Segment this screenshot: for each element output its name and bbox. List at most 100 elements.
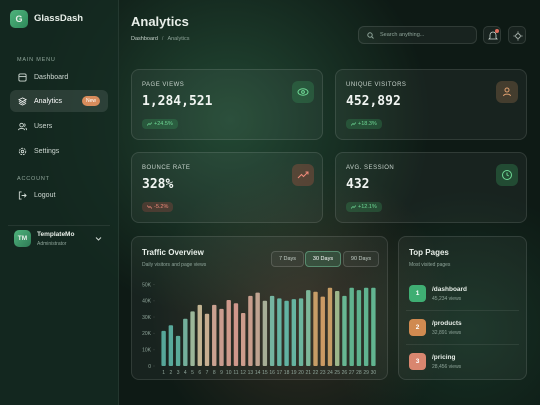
bar [284, 300, 289, 366]
page-path: /dashboard [432, 286, 468, 293]
nav-item[interactable]: Users [10, 115, 108, 137]
bar [219, 308, 224, 366]
bell [488, 29, 499, 40]
nav-label: Logout [34, 191, 56, 199]
crumb-separator: / [161, 36, 164, 42]
stat-icon [496, 164, 518, 186]
bar [161, 330, 166, 366]
bar [233, 303, 239, 366]
bar [269, 295, 275, 366]
icon [18, 96, 27, 106]
bar [183, 318, 188, 366]
bar [306, 290, 311, 366]
nav-label: Settings [34, 147, 60, 155]
page-views: 32,891 views [432, 330, 462, 336]
bar [212, 304, 217, 366]
x-tick-label: 22 [313, 370, 319, 376]
stat-label: PAGE VIEWS [142, 82, 185, 88]
stat-value: 328% [142, 177, 174, 192]
x-tick-label: 7 [206, 370, 209, 376]
nav-item[interactable]: Analytics New [10, 90, 108, 112]
range-button[interactable]: 7 Days [271, 251, 304, 267]
rank-badge: 2 [409, 319, 426, 336]
stat-change-text: +12.1% [358, 204, 377, 210]
theme-toggle[interactable] [508, 26, 526, 44]
icon [502, 170, 512, 180]
stat-icon [292, 164, 314, 186]
avatar: TM [14, 230, 31, 247]
nav-item[interactable]: Dashboard [10, 66, 108, 88]
bar [255, 292, 260, 366]
y-tick-label: 50K [142, 282, 152, 288]
sun [513, 31, 523, 41]
bar [226, 299, 231, 366]
icon [18, 122, 27, 130]
notifications[interactable] [483, 26, 501, 44]
x-tick-label: 11 [233, 370, 238, 376]
nav-label: Users [34, 122, 53, 130]
y-tick-label: 40K [142, 299, 152, 305]
range-button[interactable]: 30 Days [305, 251, 341, 267]
rank-badge: 3 [409, 353, 426, 370]
brand: GlassDash [34, 13, 84, 24]
x-tick-label: 17 [277, 370, 283, 376]
nav-badge: New [81, 96, 100, 106]
range-button[interactable]: 90 Days [343, 251, 379, 267]
x-tick-label: 30 [371, 370, 377, 376]
stat-card: UNIQUE VISITORS 452,892 +18.3% [335, 69, 527, 140]
crumb: Analytics [167, 36, 190, 42]
stat-change: +18.3% [346, 119, 382, 129]
bar [168, 325, 174, 366]
bar [248, 295, 253, 366]
page-path: /products [432, 320, 462, 327]
stat-value: 1,284,521 [142, 94, 213, 109]
icon [18, 72, 27, 82]
x-tick-label: 16 [269, 370, 275, 376]
page-title: Analytics [131, 14, 189, 29]
nav-item[interactable]: Settings [10, 140, 108, 162]
bar [204, 313, 210, 366]
stat-change-text: +18.3% [358, 121, 377, 127]
chevron[interactable] [95, 236, 102, 242]
user-name: TemplateMo [37, 231, 75, 238]
stat-card: PAGE VIEWS 1,284,521 +24.5% [131, 69, 323, 140]
x-tick-label: 1 [162, 370, 165, 376]
x-tick-label: 4 [184, 370, 187, 376]
x-tick-label: 24 [327, 370, 333, 376]
x-tick-label: 8 [213, 370, 216, 376]
x-tick-label: 14 [255, 370, 261, 376]
stat-label: UNIQUE VISITORS [346, 82, 407, 88]
bar [371, 287, 376, 366]
nav-item[interactable]: Logout [10, 184, 108, 206]
stat-change: -5.2% [142, 202, 174, 212]
stat-value: 432 [346, 177, 370, 192]
stat-change-text: -5.2% [154, 204, 169, 210]
search[interactable]: Search anything... [358, 26, 477, 44]
x-tick-label: 10 [226, 370, 232, 376]
icon [297, 88, 309, 96]
logo: G [10, 10, 28, 28]
page-views: 45,234 views [432, 296, 462, 302]
bar [342, 295, 347, 366]
divider [406, 310, 519, 311]
stat-change-text: +24.5% [154, 121, 173, 127]
y-tick-label: 0 [148, 364, 151, 370]
nav-label: Analytics [34, 97, 63, 105]
stat-value: 452,892 [346, 94, 401, 109]
section-title: ACCOUNT [17, 176, 50, 182]
bar [335, 290, 340, 366]
x-tick-label: 5 [191, 370, 194, 376]
x-tick-label: 6 [198, 370, 201, 376]
crumb[interactable]: Dashboard [131, 36, 158, 42]
bar [175, 335, 181, 366]
bar [240, 312, 246, 366]
breadcrumb: Dashboard / Analytics [131, 36, 189, 42]
bar [298, 298, 304, 366]
chart-title: Traffic Overview [142, 248, 204, 257]
top-pages-title: Top Pages [409, 248, 449, 257]
search-icon [367, 31, 374, 39]
section-title: MAIN MENU [17, 57, 56, 63]
sidebar [0, 0, 119, 405]
